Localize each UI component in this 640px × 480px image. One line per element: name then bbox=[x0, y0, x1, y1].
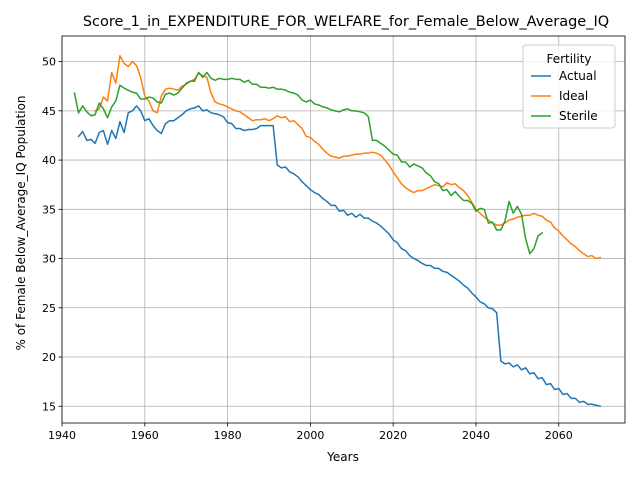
y-tick-label: 25 bbox=[42, 302, 56, 315]
x-tick-label: 1980 bbox=[214, 429, 242, 442]
x-tick-label: 2000 bbox=[296, 429, 324, 442]
x-axis-label: Years bbox=[326, 450, 359, 464]
y-tick-label: 50 bbox=[42, 56, 56, 69]
legend-label-ideal: Ideal bbox=[559, 89, 588, 103]
legend: Fertility Actual Ideal Sterile bbox=[522, 44, 616, 129]
y-tick-label: 15 bbox=[42, 400, 56, 413]
legend-label-sterile: Sterile bbox=[559, 109, 598, 123]
legend-label-actual: Actual bbox=[559, 69, 597, 83]
plot-frame bbox=[61, 35, 626, 424]
legend-title: Fertility bbox=[546, 52, 591, 66]
legend-items: Actual Ideal Sterile bbox=[531, 69, 598, 123]
legend-box bbox=[522, 44, 616, 129]
x-axis-ticks: 1940 1960 1980 2000 2020 2040 2060 bbox=[48, 423, 573, 442]
x-tick-label: 2020 bbox=[379, 429, 407, 442]
y-axis-label: % of Female Below_Average_IQ Population bbox=[14, 95, 28, 350]
y-tick-label: 20 bbox=[42, 351, 56, 364]
y-tick-label: 35 bbox=[42, 203, 56, 216]
chart-title: Score_1_in_EXPENDITURE_FOR_WELFARE_for_F… bbox=[83, 14, 609, 30]
y-tick-label: 45 bbox=[42, 105, 56, 118]
series-lines bbox=[73, 54, 602, 408]
y-axis-ticks: 15 20 25 30 35 40 45 50 bbox=[42, 56, 62, 413]
grid bbox=[61, 36, 625, 423]
x-tick-label: 2060 bbox=[545, 429, 573, 442]
y-tick-label: 40 bbox=[42, 154, 56, 167]
series-line-actual bbox=[77, 105, 602, 408]
x-tick-label: 2040 bbox=[462, 429, 490, 442]
series-line-sterile bbox=[73, 71, 544, 255]
y-tick-label: 30 bbox=[42, 253, 56, 266]
series-line-ideal bbox=[94, 54, 602, 260]
x-tick-label: 1940 bbox=[48, 429, 76, 442]
x-tick-label: 1960 bbox=[131, 429, 159, 442]
